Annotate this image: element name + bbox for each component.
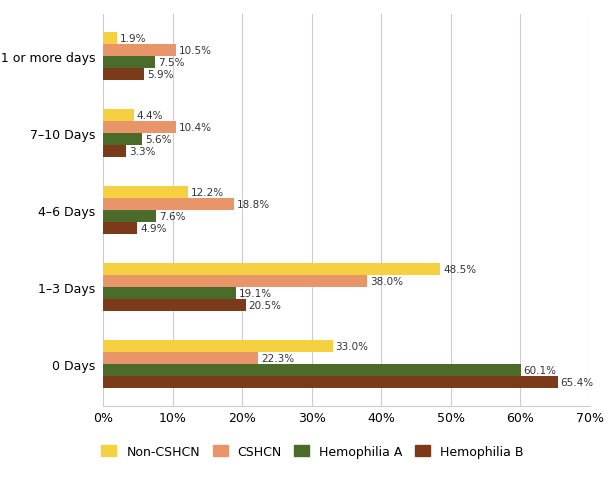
Bar	[103, 110, 134, 122]
Bar	[103, 340, 333, 352]
Text: 65.4%: 65.4%	[561, 377, 593, 387]
Bar	[103, 223, 137, 234]
Text: 20.5%: 20.5%	[249, 300, 282, 310]
Text: 18.8%: 18.8%	[237, 199, 270, 210]
Text: 5.9%: 5.9%	[147, 70, 174, 80]
Bar	[103, 264, 440, 275]
Bar	[103, 57, 156, 69]
Bar	[103, 211, 156, 223]
Text: 12.2%: 12.2%	[191, 188, 224, 197]
Bar	[103, 376, 558, 388]
Bar	[103, 299, 246, 311]
Text: 7.6%: 7.6%	[159, 212, 185, 222]
Text: 3.3%: 3.3%	[129, 147, 156, 156]
Text: 48.5%: 48.5%	[443, 265, 476, 274]
Bar	[103, 45, 176, 57]
Text: 1.9%: 1.9%	[119, 34, 146, 44]
Text: 60.1%: 60.1%	[523, 365, 557, 375]
Bar	[103, 352, 258, 364]
Bar	[103, 275, 367, 287]
Legend: Non-CSHCN, CSHCN, Hemophilia A, Hemophilia B: Non-CSHCN, CSHCN, Hemophilia A, Hemophil…	[97, 440, 528, 463]
Bar	[103, 33, 117, 45]
Bar	[103, 287, 236, 299]
Bar	[103, 69, 144, 81]
Bar	[103, 146, 126, 157]
Text: 19.1%: 19.1%	[239, 288, 272, 298]
Text: 33.0%: 33.0%	[336, 341, 368, 351]
Text: 4.4%: 4.4%	[137, 111, 163, 121]
Bar	[103, 122, 176, 134]
Text: 10.4%: 10.4%	[178, 123, 212, 133]
Text: 4.9%: 4.9%	[140, 224, 167, 233]
Bar	[103, 134, 142, 146]
Text: 38.0%: 38.0%	[370, 276, 403, 287]
Bar	[103, 364, 521, 376]
Text: 10.5%: 10.5%	[179, 46, 212, 56]
Text: 5.6%: 5.6%	[145, 135, 171, 145]
Bar	[103, 198, 234, 211]
Bar	[103, 187, 188, 198]
Text: 22.3%: 22.3%	[261, 353, 294, 363]
Text: 7.5%: 7.5%	[158, 58, 185, 68]
